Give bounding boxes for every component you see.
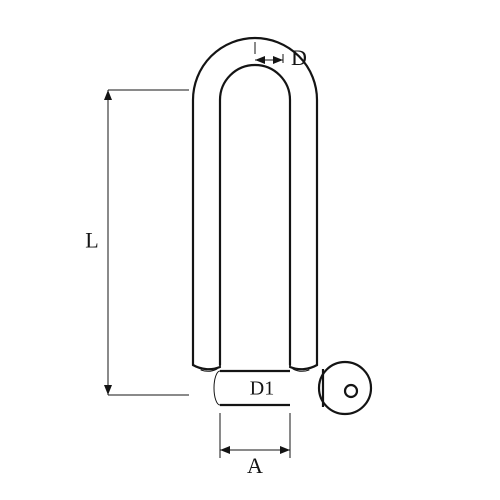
left-lug-outer — [193, 365, 220, 369]
shackle-inner-u — [220, 65, 290, 365]
dim-l-label: L — [85, 228, 98, 253]
right-lug-outer — [290, 365, 317, 369]
dim-arrow — [220, 446, 230, 454]
dim-arrow — [104, 90, 112, 100]
dim-a-label: A — [247, 453, 263, 478]
dim-arrow — [280, 446, 290, 454]
pin-head-hole — [345, 385, 357, 397]
dim-d1-label: D1 — [250, 378, 274, 400]
dim-d-label: D — [291, 45, 307, 70]
shackle-outer-u — [193, 38, 317, 365]
dim-arrow — [255, 56, 265, 64]
dim-arrow — [273, 56, 283, 64]
dim-arrow — [104, 385, 112, 395]
pin-left-ellipse — [214, 371, 220, 405]
